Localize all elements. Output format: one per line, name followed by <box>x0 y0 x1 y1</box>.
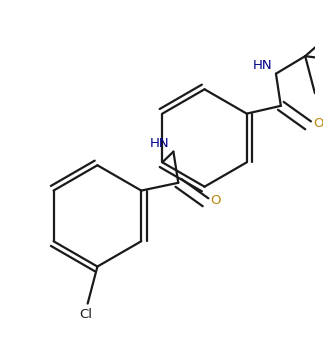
Text: HN: HN <box>253 59 272 72</box>
Text: O: O <box>210 194 221 207</box>
Text: O: O <box>313 117 323 130</box>
Text: HN: HN <box>150 136 170 150</box>
Text: Cl: Cl <box>79 308 92 321</box>
